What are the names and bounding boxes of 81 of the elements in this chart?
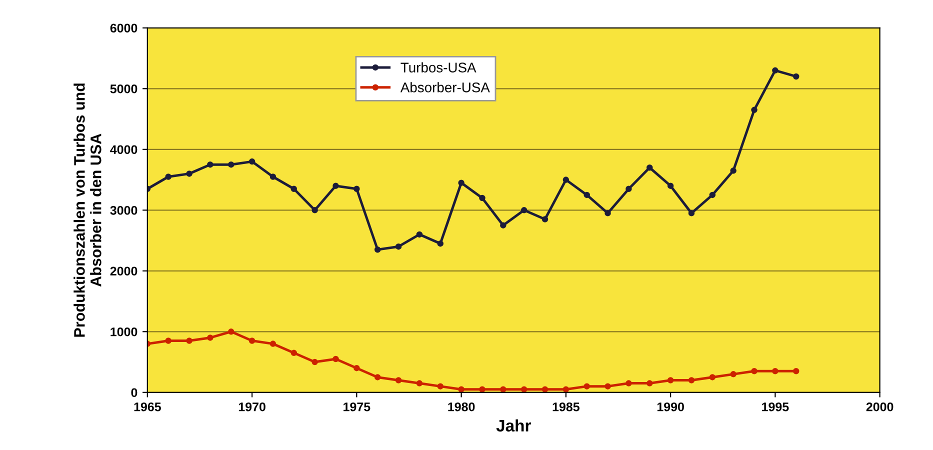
point [332, 182, 339, 189]
point [270, 340, 276, 347]
point [354, 186, 360, 192]
point [520, 386, 528, 392]
point [248, 158, 256, 165]
point [479, 194, 486, 202]
legend-label: Turbos-USA [400, 62, 476, 72]
point [374, 246, 381, 253]
point [520, 207, 528, 214]
y-tick-label: 2000 [110, 266, 138, 276]
point [248, 338, 256, 344]
x-tick-label: 1980 [448, 402, 475, 412]
point [437, 383, 444, 390]
point [207, 161, 214, 168]
x-tick-label: 2000 [866, 402, 894, 412]
point [395, 377, 402, 384]
point [772, 368, 778, 374]
point [500, 222, 506, 228]
point [165, 174, 172, 180]
point [354, 364, 360, 372]
y-tick-label: 1000 [110, 327, 138, 336]
y-tick-label: 6000 [110, 24, 138, 33]
point [584, 383, 590, 390]
point [458, 386, 464, 392]
point [772, 67, 778, 74]
point [792, 73, 800, 80]
point [186, 170, 192, 177]
point [228, 328, 234, 335]
x-tick-label: 1990 [657, 402, 684, 412]
point [792, 368, 800, 374]
point [709, 192, 716, 198]
point [751, 106, 758, 114]
point [688, 210, 695, 216]
x-axis-title: Jahr [496, 419, 531, 432]
point [542, 386, 548, 392]
point [186, 338, 192, 344]
y-tick-label: 4000 [110, 145, 138, 154]
x-tick-label: 1995 [762, 402, 789, 412]
point [667, 182, 674, 189]
point [562, 386, 570, 392]
point [437, 240, 444, 247]
point [207, 334, 214, 341]
y-tick-label: 0 [131, 388, 138, 398]
point [374, 374, 381, 380]
point [667, 377, 674, 384]
point [604, 210, 611, 216]
point [542, 216, 548, 222]
y-tick-label: 5000 [110, 84, 138, 94]
point [626, 380, 632, 386]
point [626, 186, 632, 192]
point [604, 383, 611, 390]
y-axis-title: Produktionszahlen von Turbos und Absorber in den USA [74, 84, 102, 337]
point [290, 350, 298, 356]
point [500, 386, 506, 392]
x-tick-label: 1965 [134, 402, 161, 412]
point [562, 176, 570, 183]
point [312, 207, 318, 214]
point [751, 368, 758, 374]
x-tick-label: 1985 [552, 402, 580, 412]
point [395, 243, 402, 250]
point [228, 161, 234, 168]
point [416, 380, 423, 386]
point [730, 168, 736, 174]
y-tick-label: 3000 [110, 206, 138, 215]
x-tick-label: 1970 [238, 402, 266, 412]
point [709, 374, 716, 380]
x-tick-label: 1975 [344, 402, 370, 412]
point [270, 174, 276, 180]
point [312, 358, 318, 366]
point [688, 377, 695, 384]
point [165, 338, 172, 344]
legend-label: Absorber-USA [400, 82, 490, 92]
point [332, 356, 339, 362]
point [479, 386, 486, 392]
point [646, 164, 653, 171]
point [730, 371, 736, 378]
point [646, 380, 653, 386]
point [584, 192, 590, 198]
point [416, 231, 423, 238]
point [458, 180, 464, 186]
point [290, 186, 298, 192]
